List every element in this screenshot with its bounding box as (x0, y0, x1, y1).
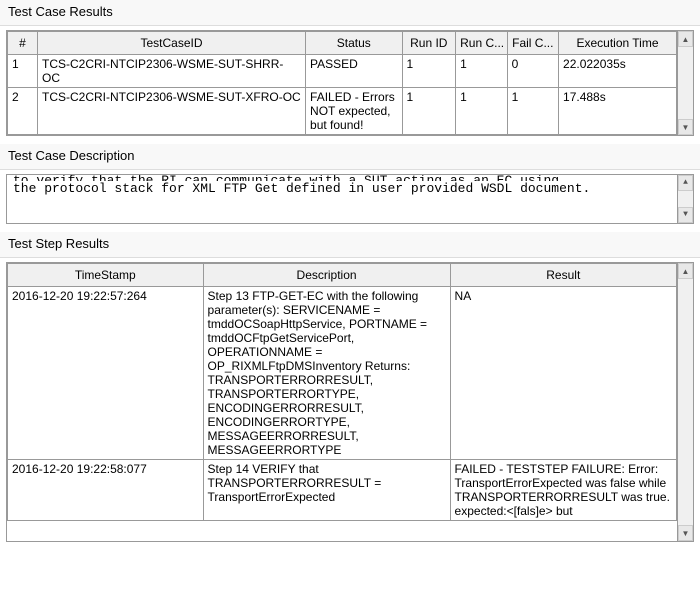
scroll-up-icon[interactable]: ▲ (678, 175, 693, 191)
steps-scrollbar[interactable]: ▲ ▼ (677, 263, 693, 541)
col-failcount[interactable]: Fail C... (507, 32, 558, 55)
cell-status: PASSED (306, 55, 402, 88)
col-description[interactable]: Description (203, 264, 450, 287)
col-timestamp[interactable]: TimeStamp (8, 264, 204, 287)
col-testcaseid[interactable]: TestCaseID (38, 32, 306, 55)
table-row[interactable]: 2016-12-20 19:22:57:264 Step 13 FTP-GET-… (8, 287, 677, 460)
description-text: the protocol stack for XML FTP Get defin… (13, 181, 590, 196)
results-table: # TestCaseID Status Run ID Run C... Fail… (7, 31, 677, 135)
scroll-track[interactable] (678, 191, 693, 207)
results-table-wrap: # TestCaseID Status Run ID Run C... Fail… (6, 30, 694, 136)
scroll-track[interactable] (678, 47, 693, 119)
col-result[interactable]: Result (450, 264, 676, 287)
steps-table-wrap: TimeStamp Description Result 2016-12-20 … (6, 262, 694, 542)
section-title-results: Test Case Results (0, 0, 700, 26)
cell-num: 2 (8, 88, 38, 135)
cell-exec: 22.022035s (559, 55, 677, 88)
col-runid[interactable]: Run ID (402, 32, 456, 55)
table-row[interactable]: 2016-12-20 19:22:58:077 Step 14 VERIFY t… (8, 460, 677, 521)
cell-ts: 2016-12-20 19:22:57:264 (8, 287, 204, 460)
scroll-down-icon[interactable]: ▼ (678, 207, 693, 223)
col-num[interactable]: # (8, 32, 38, 55)
scroll-up-icon[interactable]: ▲ (678, 31, 693, 47)
steps-header-row: TimeStamp Description Result (8, 264, 677, 287)
cell-runc: 1 (456, 55, 507, 88)
results-scrollbar[interactable]: ▲ ▼ (677, 31, 693, 135)
cell-desc: Step 14 VERIFY that TRANSPORTERRORRESULT… (203, 460, 450, 521)
steps-table: TimeStamp Description Result 2016-12-20 … (7, 263, 677, 521)
cell-res: FAILED - TESTSTEP FAILURE: Error: Transp… (450, 460, 676, 521)
cell-status: FAILED - Errors NOT expected, but found! (306, 88, 402, 135)
description-scrollbar[interactable]: ▲ ▼ (677, 175, 693, 223)
table-row[interactable]: 2 TCS-C2CRI-NTCIP2306-WSME-SUT-XFRO-OC F… (8, 88, 677, 135)
cell-failc: 0 (507, 55, 558, 88)
cell-runc: 1 (456, 88, 507, 135)
cell-ts: 2016-12-20 19:22:58:077 (8, 460, 204, 521)
scroll-down-icon[interactable]: ▼ (678, 119, 693, 135)
col-runcount[interactable]: Run C... (456, 32, 507, 55)
description-cutoff: to verify that the RI can communicate wi… (13, 174, 673, 181)
col-exectime[interactable]: Execution Time (559, 32, 677, 55)
cell-tcid: TCS-C2CRI-NTCIP2306-WSME-SUT-XFRO-OC (38, 88, 306, 135)
scroll-down-icon[interactable]: ▼ (678, 525, 693, 541)
cell-runid: 1 (402, 88, 456, 135)
cell-num: 1 (8, 55, 38, 88)
col-status[interactable]: Status (306, 32, 402, 55)
section-title-description: Test Case Description (0, 144, 700, 170)
table-row[interactable]: 1 TCS-C2CRI-NTCIP2306-WSME-SUT-SHRR-OC P… (8, 55, 677, 88)
cell-tcid: TCS-C2CRI-NTCIP2306-WSME-SUT-SHRR-OC (38, 55, 306, 88)
cell-desc: Step 13 FTP-GET-EC with the following pa… (203, 287, 450, 460)
scroll-up-icon[interactable]: ▲ (678, 263, 693, 279)
cell-runid: 1 (402, 55, 456, 88)
description-textarea[interactable]: to verify that the RI can communicate wi… (6, 174, 694, 224)
cell-failc: 1 (507, 88, 558, 135)
results-header-row: # TestCaseID Status Run ID Run C... Fail… (8, 32, 677, 55)
scroll-track[interactable] (678, 279, 693, 525)
section-title-steps: Test Step Results (0, 232, 700, 258)
cell-res: NA (450, 287, 676, 460)
cell-exec: 17.488s (559, 88, 677, 135)
